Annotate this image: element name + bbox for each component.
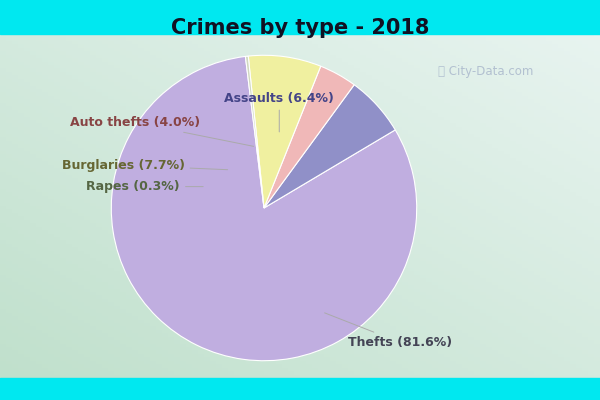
Text: Rapes (0.3%): Rapes (0.3%) xyxy=(86,180,203,193)
Text: ⓘ City-Data.com: ⓘ City-Data.com xyxy=(438,66,533,78)
Bar xyxy=(0,378,600,400)
Wedge shape xyxy=(245,56,264,208)
Wedge shape xyxy=(111,56,417,361)
Text: Crimes by type - 2018: Crimes by type - 2018 xyxy=(171,18,429,38)
Wedge shape xyxy=(264,66,354,208)
Text: Assaults (6.4%): Assaults (6.4%) xyxy=(224,92,334,132)
Wedge shape xyxy=(264,85,395,208)
Text: Auto thefts (4.0%): Auto thefts (4.0%) xyxy=(70,116,254,146)
Text: Burglaries (7.7%): Burglaries (7.7%) xyxy=(62,159,227,172)
Wedge shape xyxy=(248,55,321,208)
Bar xyxy=(0,0,600,34)
Text: Thefts (81.6%): Thefts (81.6%) xyxy=(325,313,452,349)
